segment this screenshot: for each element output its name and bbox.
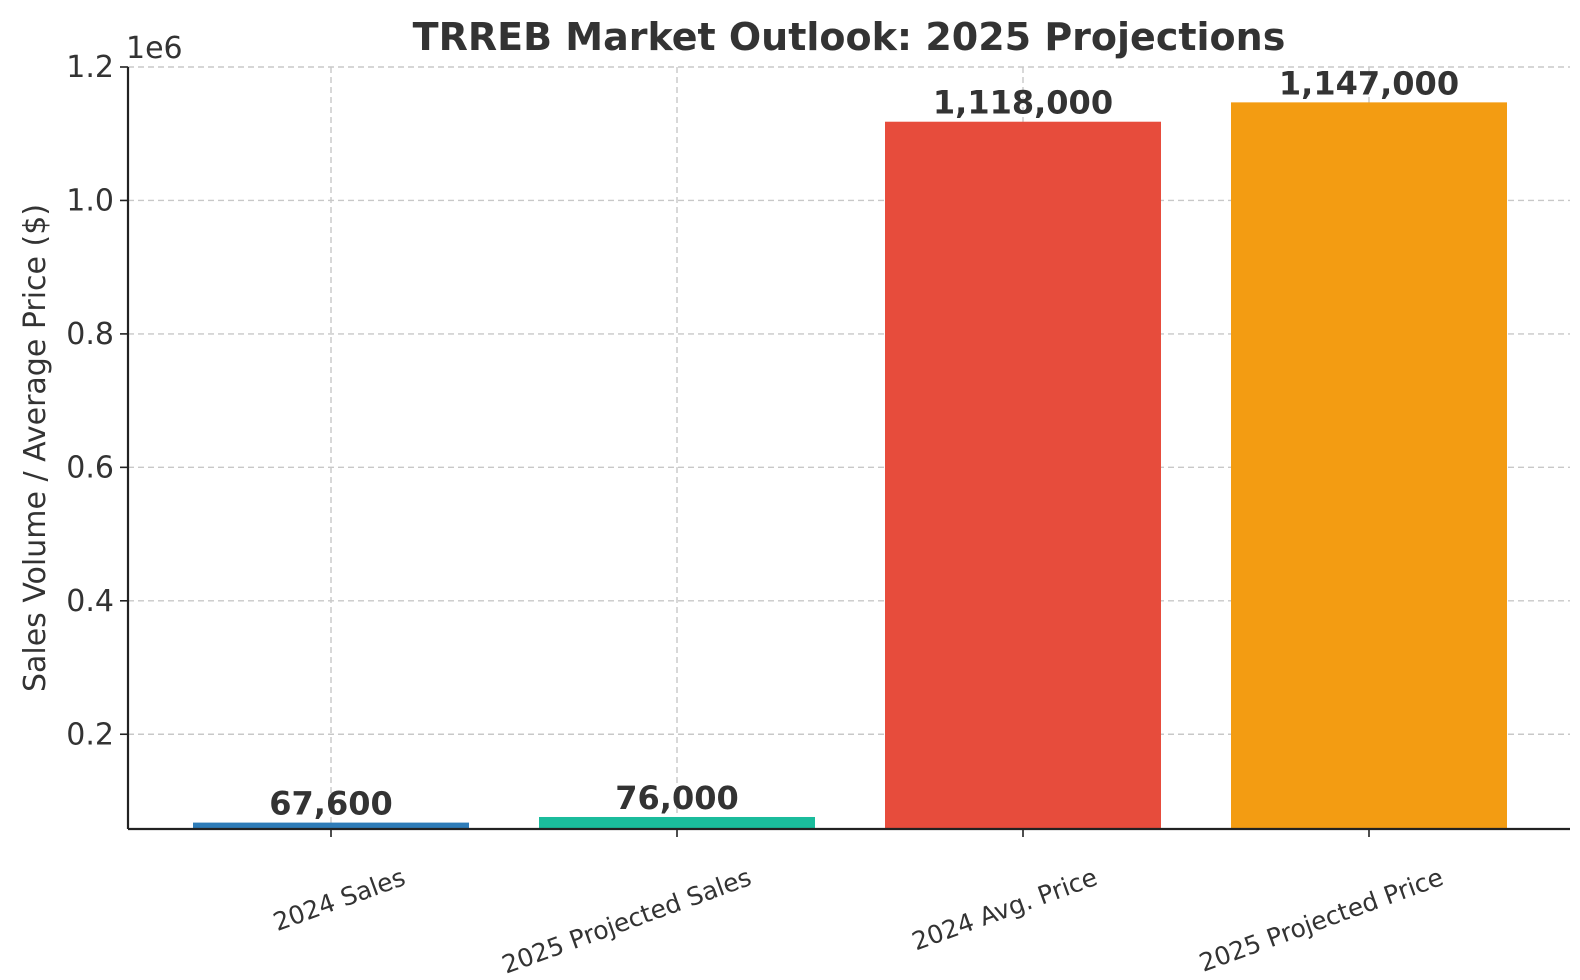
- y-tick-label: 0.2: [66, 717, 114, 752]
- bar: [193, 822, 469, 829]
- bars: [193, 102, 1507, 830]
- y-tick-label: 0.4: [66, 584, 114, 619]
- data-labels: 67,600 76,000 1,118,000 1,147,000: [269, 64, 1459, 822]
- data-label: 1,118,000: [933, 84, 1113, 122]
- y-tick-label: 0.8: [66, 317, 114, 352]
- data-label: 67,600: [269, 785, 392, 823]
- y-tick-label: 0.6: [66, 450, 114, 485]
- bar: [885, 121, 1161, 829]
- y-ticks: 0.2 0.4 0.6 0.8 1.0 1.2: [66, 50, 128, 752]
- bar: [1231, 102, 1507, 830]
- y-axis-offset-text: 1e6: [126, 31, 183, 66]
- y-tick-label: 1.2: [66, 50, 114, 85]
- data-label: 76,000: [615, 779, 738, 817]
- x-tick-label: 2024 Sales: [269, 862, 409, 936]
- x-tick-label: 2025 Projected Price: [1195, 862, 1447, 977]
- y-axis-label: Sales Volume / Average Price ($): [18, 204, 53, 692]
- data-label: 1,147,000: [1279, 64, 1459, 102]
- y-tick-label: 1.0: [66, 183, 114, 218]
- axes: [126, 67, 1570, 831]
- x-tick-label: 2024 Avg. Price: [908, 862, 1101, 956]
- chart-title: TRREB Market Outlook: 2025 Projections: [413, 15, 1286, 59]
- x-tick-label: 2025 Projected Sales: [498, 862, 755, 979]
- x-ticks: 2024 Sales 2025 Projected Sales 2024 Avg. …: [269, 829, 1447, 980]
- bar: [539, 816, 815, 829]
